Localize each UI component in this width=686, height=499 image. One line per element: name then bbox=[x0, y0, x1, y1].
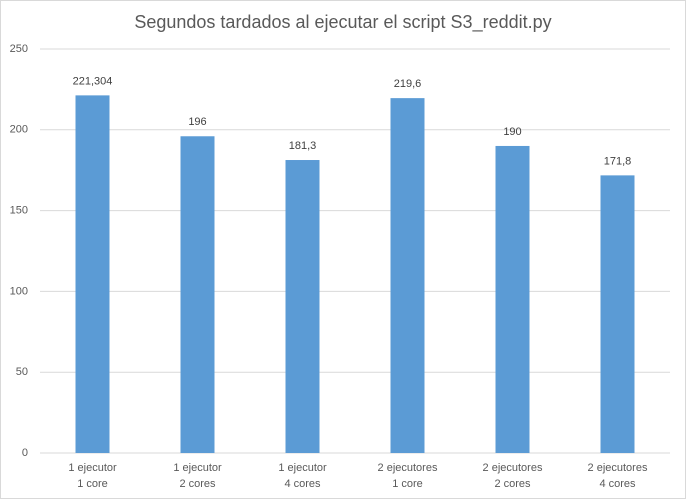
x-tick-label: 4 cores bbox=[284, 478, 321, 490]
chart-title: Segundos tardados al ejecutar el script … bbox=[134, 12, 551, 33]
x-tick-label: 2 ejecutores bbox=[378, 462, 438, 474]
x-tick-label: 1 core bbox=[77, 478, 108, 490]
x-tick-label: 1 ejecutor bbox=[68, 462, 117, 474]
bar bbox=[600, 175, 635, 453]
x-tick-label: 2 cores bbox=[179, 478, 216, 490]
bar bbox=[285, 160, 320, 453]
x-tick-label: 2 ejecutores bbox=[588, 462, 648, 474]
data-label: 196 bbox=[188, 116, 206, 128]
y-tick-label: 250 bbox=[10, 43, 28, 55]
bar bbox=[495, 145, 530, 453]
y-tick-label: 200 bbox=[10, 124, 28, 136]
bar bbox=[390, 98, 425, 453]
data-label: 181,3 bbox=[289, 140, 317, 152]
bar bbox=[75, 95, 110, 453]
y-tick-label: 50 bbox=[16, 366, 28, 378]
x-tick-label: 4 cores bbox=[599, 478, 636, 490]
data-label: 221,304 bbox=[73, 75, 113, 87]
data-label: 219,6 bbox=[394, 78, 422, 90]
x-tick-label: 1 core bbox=[392, 478, 423, 490]
y-tick-label: 0 bbox=[22, 447, 28, 459]
x-tick-label: 2 ejecutores bbox=[483, 462, 543, 474]
y-tick-label: 100 bbox=[10, 285, 28, 297]
y-tick-label: 150 bbox=[10, 205, 28, 217]
data-label: 190 bbox=[503, 126, 521, 138]
x-tick-label: 1 ejecutor bbox=[173, 462, 222, 474]
data-label: 171,8 bbox=[604, 155, 632, 167]
x-tick-label: 2 cores bbox=[494, 478, 531, 490]
x-tick-label: 1 ejecutor bbox=[278, 462, 327, 474]
bar bbox=[180, 136, 215, 453]
